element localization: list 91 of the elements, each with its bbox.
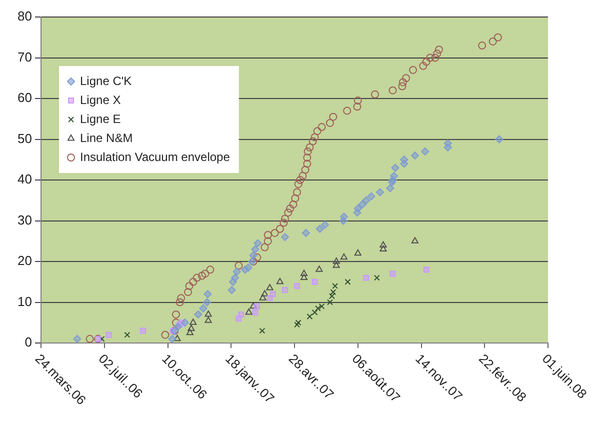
y-tick-label: 70: [18, 49, 32, 64]
legend-label: Ligne X: [80, 92, 121, 107]
point: [300, 270, 308, 276]
point: [386, 184, 394, 192]
point: [295, 320, 302, 326]
point: [254, 303, 260, 310]
point: [410, 152, 419, 160]
point: [199, 304, 208, 312]
point: [358, 200, 366, 208]
point: [230, 274, 239, 282]
point: [312, 278, 318, 285]
point: [314, 305, 321, 312]
legend-label: Ligne C'K: [80, 74, 132, 88]
point: [204, 310, 212, 317]
point: [266, 284, 274, 290]
point: [495, 135, 504, 144]
point: [203, 298, 212, 306]
point: [344, 278, 351, 285]
point: [190, 318, 197, 325]
point: [411, 237, 418, 244]
point: [261, 290, 268, 296]
y-tick-label: 40: [18, 172, 32, 187]
point: [400, 156, 408, 164]
y-tick-label: 10: [18, 294, 32, 309]
point: [204, 316, 212, 323]
y-tick-label: 80: [18, 8, 32, 24]
point: [294, 322, 300, 328]
point: [140, 328, 146, 334]
point: [320, 220, 329, 229]
point: [282, 287, 288, 293]
y-tick-label: 30: [18, 212, 32, 228]
point: [251, 245, 260, 254]
point: [259, 294, 266, 300]
point: [421, 147, 430, 156]
legend-label: Insulation Vacuum envelope: [80, 150, 230, 164]
point: [228, 286, 236, 294]
point: [423, 266, 430, 273]
point: [312, 309, 318, 316]
point: [380, 241, 387, 248]
point: [302, 228, 310, 237]
point: [444, 139, 452, 148]
point: [254, 239, 262, 248]
point: [245, 308, 252, 315]
point: [367, 192, 376, 200]
point: [390, 172, 398, 180]
y-tick-label: 60: [18, 90, 32, 106]
point: [244, 264, 252, 272]
point: [354, 204, 362, 213]
point: [174, 334, 181, 342]
y-tick-label: 50: [18, 130, 32, 146]
point: [376, 188, 384, 196]
point: [362, 196, 370, 204]
point: [294, 282, 300, 289]
legend-label: Ligne E: [80, 112, 121, 126]
point: [73, 334, 82, 343]
point: [250, 302, 257, 309]
point: [280, 233, 289, 242]
point: [194, 310, 202, 318]
y-tick-label: 0: [24, 334, 32, 350]
point: [188, 324, 195, 331]
point: [316, 224, 324, 233]
point: [391, 164, 400, 172]
point: [318, 303, 325, 310]
point: [98, 336, 105, 342]
point: [106, 332, 112, 338]
point: [363, 274, 370, 281]
point: [332, 262, 340, 268]
point: [232, 268, 241, 276]
point: [249, 251, 258, 260]
point: [238, 312, 244, 318]
point: [332, 258, 340, 264]
point: [340, 253, 348, 260]
point: [380, 245, 387, 252]
legend-label: Line N&M: [80, 130, 133, 145]
point: [124, 332, 130, 338]
point: [354, 249, 362, 256]
y-tick-label: 20: [18, 253, 32, 268]
point: [174, 322, 182, 331]
point: [252, 309, 258, 316]
point: [180, 318, 189, 327]
point: [168, 334, 176, 343]
point: [270, 291, 276, 298]
point: [316, 266, 323, 272]
point: [186, 328, 194, 336]
point: [300, 274, 308, 280]
point: [276, 278, 284, 284]
point: [340, 212, 348, 221]
point: [259, 328, 266, 334]
point: [374, 274, 380, 281]
point: [204, 290, 212, 298]
point: [306, 314, 313, 320]
